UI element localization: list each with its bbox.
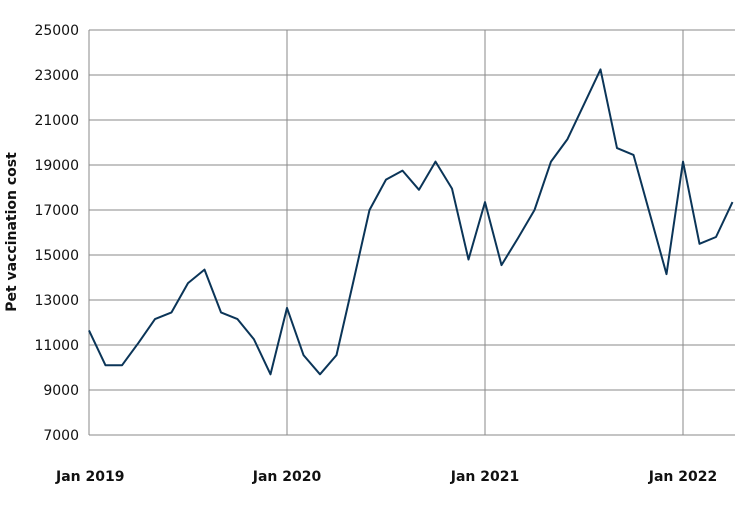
y-tick-label: 7000 (43, 428, 79, 444)
y-tick-label: 13000 (34, 293, 79, 309)
x-tick-label: Jan 2021 (450, 469, 519, 485)
series-line (88, 68, 734, 376)
x-tick-label: Jan 2020 (252, 469, 322, 485)
y-tick-label: 25000 (34, 23, 79, 39)
chart-grid (88, 29, 735, 436)
y-axis-label: Pet vaccination cost (4, 152, 20, 312)
y-tick-label: 15000 (34, 248, 79, 264)
x-tick-label: Jan 2019 (55, 469, 124, 485)
y-tick-label: 17000 (34, 203, 79, 219)
y-axis-ticks: 7000 9000 11000 13000 15000 17000 19000 21000 23… (34, 23, 79, 444)
x-axis-ticks: Jan 2019 Jan 2020 Jan 2021 Jan 2022 (55, 469, 717, 485)
y-tick-label: 9000 (43, 383, 79, 399)
y-tick-label: 11000 (34, 338, 79, 354)
y-tick-label: 19000 (34, 158, 79, 174)
x-tick-label: Jan 2022 (648, 469, 717, 485)
y-tick-label: 21000 (34, 113, 79, 129)
y-tick-label: 23000 (34, 68, 79, 84)
